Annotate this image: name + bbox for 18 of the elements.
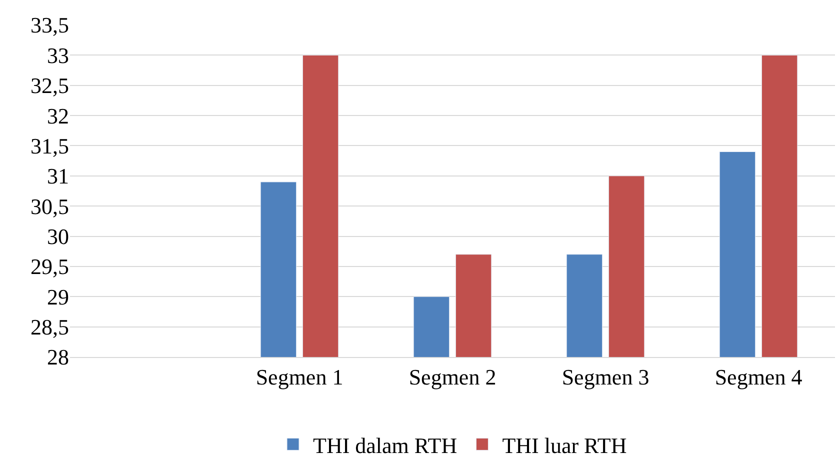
y-tick-label: 33 <box>47 42 69 68</box>
x-tick-label: Segmen 3 <box>562 364 650 390</box>
legend-label: THI luar RTH <box>502 432 627 458</box>
y-tick-label: 32 <box>47 103 69 128</box>
y-tick-label: 28 <box>47 344 69 370</box>
y-tick-label: 29 <box>47 284 69 310</box>
x-tick-label: Segmen 2 <box>408 364 496 390</box>
y-tick-label: 31 <box>47 164 69 189</box>
y-tick-label: 31,5 <box>30 133 69 158</box>
legend-label: THI dalam RTH <box>313 432 458 458</box>
x-tick-label: Segmen 1 <box>256 364 344 390</box>
x-tick-label: Segmen 4 <box>714 364 802 390</box>
y-tick-label: 32,5 <box>30 73 69 98</box>
y-tick-label: 29,5 <box>30 254 69 280</box>
y-tick-label: 28,5 <box>30 314 69 340</box>
y-tick-label: 33,5 <box>30 12 69 38</box>
y-tick-label: 30,5 <box>30 194 69 219</box>
y-tick-label: 30 <box>47 224 69 249</box>
